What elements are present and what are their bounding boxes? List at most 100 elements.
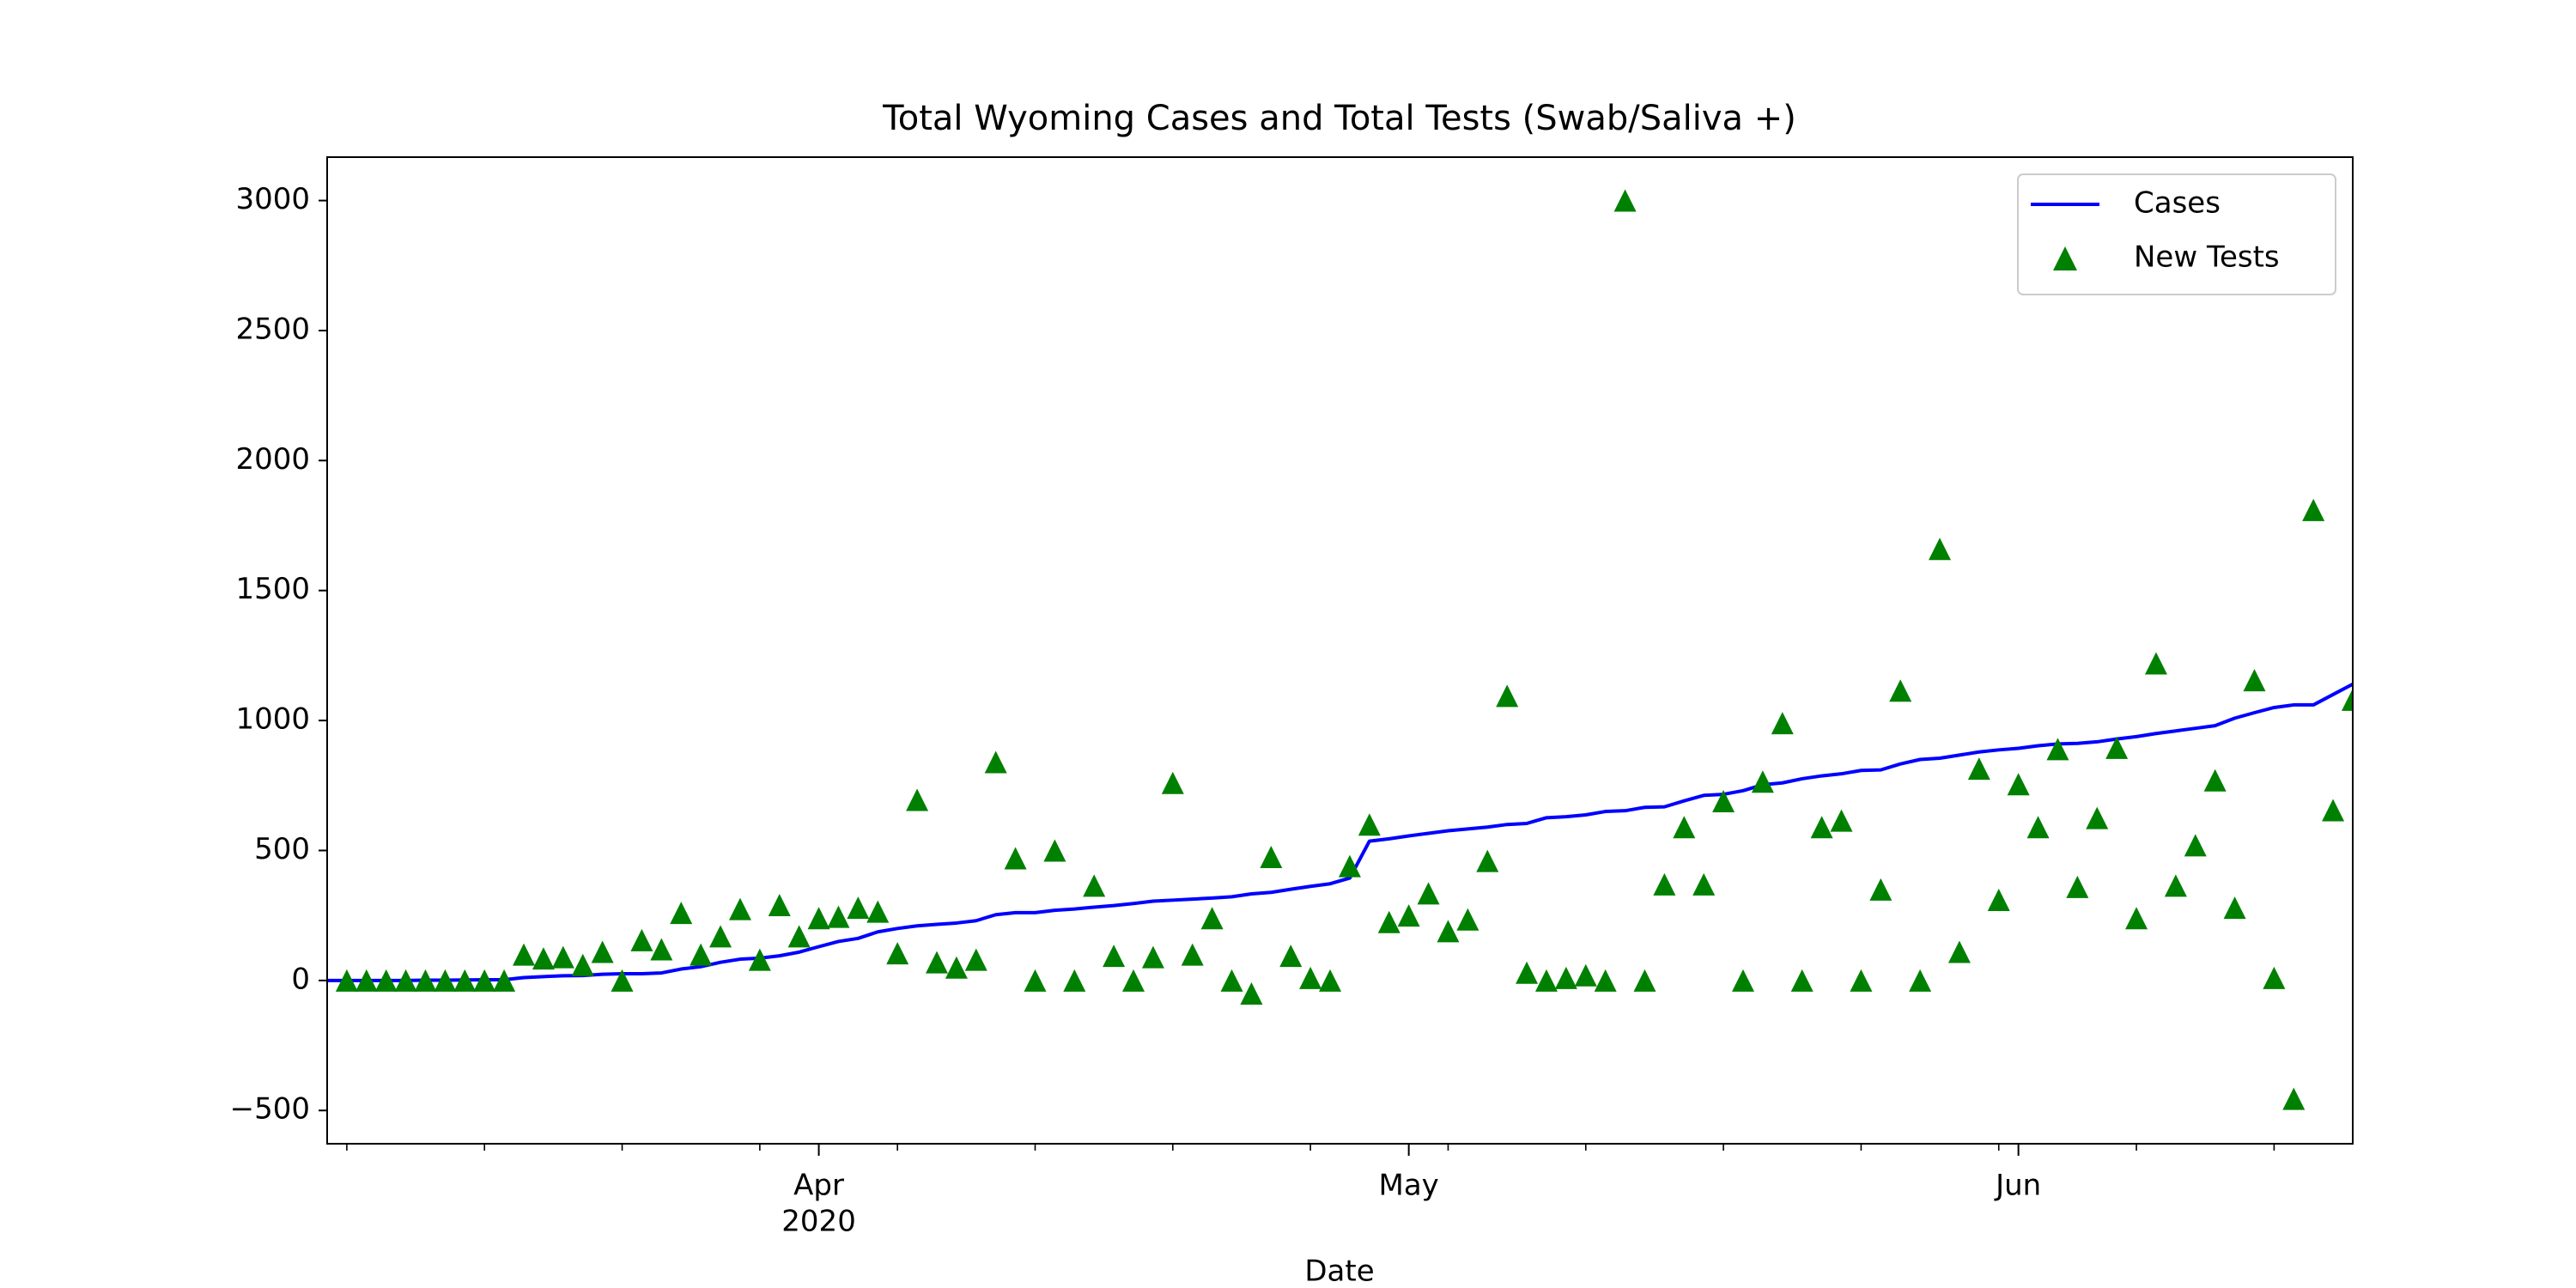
test-marker xyxy=(984,750,1007,774)
y-tick-label: 1000 xyxy=(235,702,310,737)
test-marker xyxy=(1437,920,1460,943)
test-marker xyxy=(1516,961,1539,984)
test-marker xyxy=(964,948,987,971)
test-marker xyxy=(827,905,850,928)
test-marker xyxy=(1947,940,1971,963)
test-marker xyxy=(1790,969,1814,992)
chart-title: Total Wyoming Cases and Total Tests (Swa… xyxy=(882,99,1796,138)
test-marker xyxy=(886,942,909,965)
test-marker xyxy=(2282,1087,2306,1110)
cases-line xyxy=(327,682,2353,982)
test-marker xyxy=(2086,806,2109,829)
plot-area xyxy=(327,189,2353,1110)
test-marker xyxy=(394,969,417,992)
y-tick-label: 2500 xyxy=(235,312,310,346)
test-marker xyxy=(1279,945,1303,968)
test-marker xyxy=(1260,846,1283,869)
test-marker xyxy=(1141,945,1164,969)
test-marker xyxy=(414,969,437,992)
test-marker xyxy=(2302,498,2325,521)
axes-frame xyxy=(326,156,2354,1145)
test-marker xyxy=(847,896,870,920)
test-marker xyxy=(787,925,811,948)
test-marker xyxy=(2263,966,2286,989)
test-marker xyxy=(2322,799,2345,822)
y-tick-label: 1500 xyxy=(235,572,310,606)
test-marker xyxy=(1200,907,1224,930)
test-marker xyxy=(1554,966,1577,989)
test-marker xyxy=(1456,908,1479,931)
legend-label: New Tests xyxy=(2134,240,2280,275)
test-marker xyxy=(532,947,555,970)
test-marker xyxy=(866,900,890,923)
test-marker xyxy=(493,969,516,992)
y-tick-label: 500 xyxy=(254,832,310,866)
test-marker xyxy=(1594,969,1617,992)
test-marker xyxy=(925,951,948,974)
test-marker xyxy=(1496,684,1519,708)
test-marker xyxy=(2105,736,2129,759)
legend-label: Cases xyxy=(2134,186,2221,221)
test-marker xyxy=(1987,889,2010,912)
test-marker xyxy=(1377,910,1400,933)
test-marker xyxy=(453,969,477,992)
test-marker xyxy=(335,969,358,992)
test-marker xyxy=(1712,789,1735,812)
x-tick-label: Jun xyxy=(1994,1169,2041,1203)
test-marker xyxy=(1397,904,1420,927)
test-marker xyxy=(2342,688,2353,711)
test-marker xyxy=(2203,769,2227,792)
test-marker xyxy=(2026,816,2050,839)
test-marker xyxy=(748,948,771,971)
test-marker xyxy=(434,969,457,992)
test-marker xyxy=(1161,771,1184,794)
test-marker xyxy=(473,969,496,992)
test-marker xyxy=(1043,839,1066,862)
test-marker xyxy=(1103,945,1126,968)
test-marker xyxy=(591,940,614,963)
y-tick-label: 3000 xyxy=(235,182,310,216)
test-marker xyxy=(1240,982,1263,1005)
x-tick-label: Apr xyxy=(793,1169,844,1203)
test-marker xyxy=(1613,189,1637,212)
test-marker xyxy=(709,925,732,948)
test-marker xyxy=(1830,809,1853,832)
test-marker xyxy=(1810,816,1833,839)
test-marker xyxy=(1929,538,1952,561)
test-marker xyxy=(945,956,968,979)
test-marker xyxy=(2223,896,2246,920)
test-marker xyxy=(1338,854,1361,878)
test-marker xyxy=(670,902,693,925)
test-marker xyxy=(1869,878,1893,901)
test-marker xyxy=(513,943,536,966)
test-marker xyxy=(1417,882,1440,905)
test-marker xyxy=(1889,679,1912,702)
test-marker xyxy=(2066,875,2089,898)
test-marker xyxy=(1534,969,1558,992)
test-marker xyxy=(1850,969,1873,992)
test-marker xyxy=(2184,834,2207,857)
test-marker xyxy=(611,969,634,992)
test-marker xyxy=(1751,770,1774,793)
test-marker xyxy=(1220,969,1243,992)
test-marker xyxy=(1083,874,1106,897)
test-marker xyxy=(355,969,378,992)
test-marker xyxy=(1692,872,1716,896)
test-marker xyxy=(1967,757,1990,781)
y-tick-label: −500 xyxy=(230,1092,310,1127)
test-marker xyxy=(2164,874,2187,897)
test-marker xyxy=(571,953,594,976)
test-marker xyxy=(650,938,673,961)
test-marker xyxy=(906,788,929,811)
test-marker xyxy=(1319,969,1342,992)
test-marker xyxy=(1574,963,1597,987)
test-marker xyxy=(728,897,751,920)
test-marker xyxy=(1004,847,1027,870)
test-marker xyxy=(2243,669,2266,692)
legend-swatch xyxy=(2053,246,2077,270)
test-marker xyxy=(1299,966,1322,989)
test-marker xyxy=(1653,872,1676,896)
y-tick-label: 2000 xyxy=(235,442,310,477)
